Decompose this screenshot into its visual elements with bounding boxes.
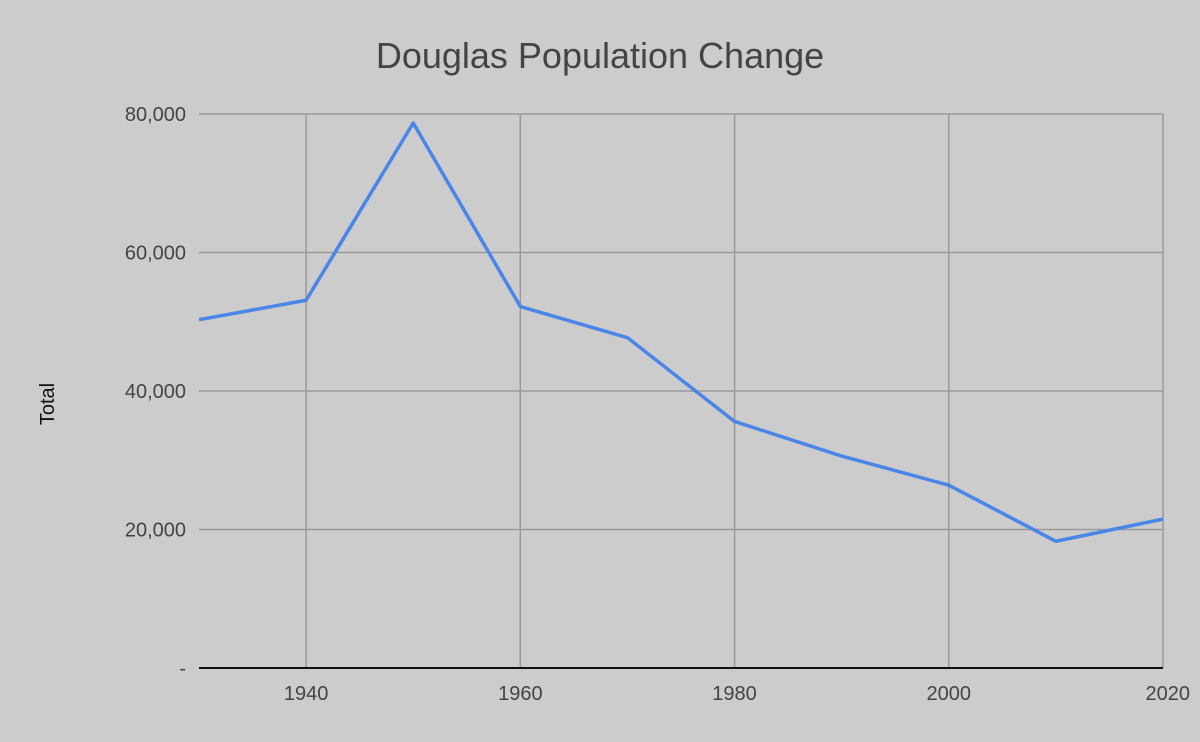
y-tick-label: 60,000 (125, 243, 186, 265)
series-layer (198, 121, 1164, 544)
y-tick-label: - (179, 658, 186, 680)
x-tick-label: 1980 (712, 683, 757, 705)
gridlines (199, 113, 1164, 669)
y-tick-label: 20,000 (125, 520, 186, 542)
x-tick-label: 1940 (284, 683, 329, 705)
population-series-line (198, 121, 1164, 544)
y-tick-label: 40,000 (125, 381, 186, 403)
x-tick-label: 2020 (1146, 683, 1191, 705)
x-tick-label: 1960 (498, 683, 543, 705)
x-tick-label: 2000 (927, 683, 972, 705)
y-tick-label: 80,000 (125, 104, 186, 126)
tick-labels: - 20,000 40,000 60,000 80,000 1940 1960 1980 200… (125, 104, 1190, 705)
chart-title: Douglas Population Change (376, 35, 824, 76)
y-axis-label: Total (37, 383, 59, 425)
